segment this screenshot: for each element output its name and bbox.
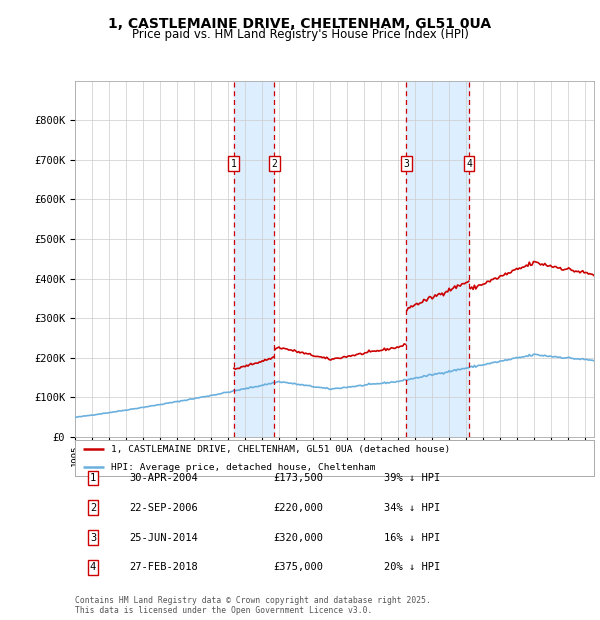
- Text: £320,000: £320,000: [273, 533, 323, 542]
- Text: 1: 1: [231, 159, 237, 169]
- Text: 39% ↓ HPI: 39% ↓ HPI: [384, 473, 440, 483]
- Text: Price paid vs. HM Land Registry's House Price Index (HPI): Price paid vs. HM Land Registry's House …: [131, 29, 469, 41]
- Text: 1, CASTLEMAINE DRIVE, CHELTENHAM, GL51 0UA: 1, CASTLEMAINE DRIVE, CHELTENHAM, GL51 0…: [109, 17, 491, 30]
- Text: 34% ↓ HPI: 34% ↓ HPI: [384, 503, 440, 513]
- Text: £375,000: £375,000: [273, 562, 323, 572]
- Text: 1, CASTLEMAINE DRIVE, CHELTENHAM, GL51 0UA (detached house): 1, CASTLEMAINE DRIVE, CHELTENHAM, GL51 0…: [112, 445, 451, 454]
- Text: 3: 3: [404, 159, 409, 169]
- Text: 22-SEP-2006: 22-SEP-2006: [129, 503, 198, 513]
- Text: 1: 1: [90, 473, 96, 483]
- Text: 16% ↓ HPI: 16% ↓ HPI: [384, 533, 440, 542]
- Text: 2: 2: [90, 503, 96, 513]
- Text: 30-APR-2004: 30-APR-2004: [129, 473, 198, 483]
- Text: HPI: Average price, detached house, Cheltenham: HPI: Average price, detached house, Chel…: [112, 463, 376, 472]
- Text: 20% ↓ HPI: 20% ↓ HPI: [384, 562, 440, 572]
- Text: 2: 2: [271, 159, 277, 169]
- Text: £173,500: £173,500: [273, 473, 323, 483]
- Bar: [234, 81, 274, 437]
- Text: 4: 4: [466, 159, 472, 169]
- Text: 3: 3: [90, 533, 96, 542]
- Text: Contains HM Land Registry data © Crown copyright and database right 2025.
This d: Contains HM Land Registry data © Crown c…: [75, 596, 431, 615]
- Bar: [406, 81, 469, 437]
- Text: 25-JUN-2014: 25-JUN-2014: [129, 533, 198, 542]
- Text: 27-FEB-2018: 27-FEB-2018: [129, 562, 198, 572]
- Text: £220,000: £220,000: [273, 503, 323, 513]
- Text: 4: 4: [90, 562, 96, 572]
